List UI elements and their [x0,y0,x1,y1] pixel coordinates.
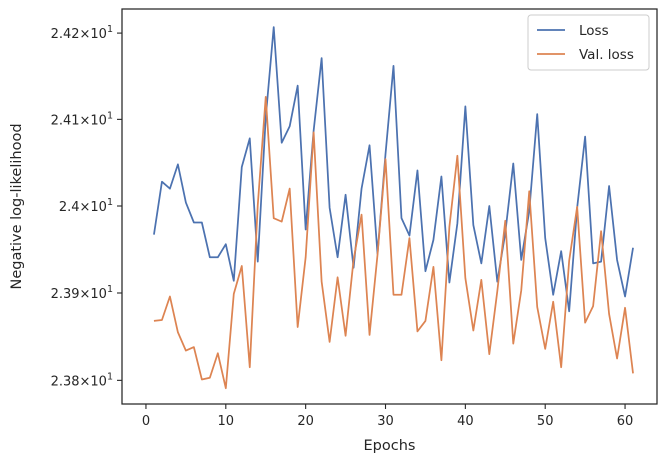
x-tick-label: 20 [297,414,314,429]
legend-box [527,14,650,71]
series-line-0 [153,26,634,313]
y-tick-label: 2.38×101 [51,371,113,389]
y-axis: 2.38×101 2.39×101 2.4×101 2.41×101 2.42×101 [51,24,122,389]
y-tick-label: 2.42×101 [51,24,113,42]
y-tick-label: 2.4×101 [59,197,113,215]
y-axis-title: Negative log-likelihood [9,123,25,289]
x-tick-label: 60 [617,414,634,429]
x-tick-label: 40 [457,414,474,429]
legend-label-loss: Loss [579,23,609,39]
legend: Loss Val. loss [527,14,650,71]
y-tick-label: 2.39×101 [51,284,113,302]
x-axis-title: Epochs [364,438,416,454]
plot-area [121,8,658,405]
series-lines [153,26,634,390]
legend-label-val-loss: Val. loss [579,47,634,63]
x-tick-label: 30 [377,414,394,429]
x-axis: 0 10 20 30 40 50 60 [142,404,634,429]
series-line-1 [153,96,634,390]
x-tick-label: 0 [142,414,150,429]
y-tick-label: 2.41×101 [51,110,113,128]
x-tick-label: 50 [537,414,554,429]
x-tick-label: 10 [218,414,235,429]
